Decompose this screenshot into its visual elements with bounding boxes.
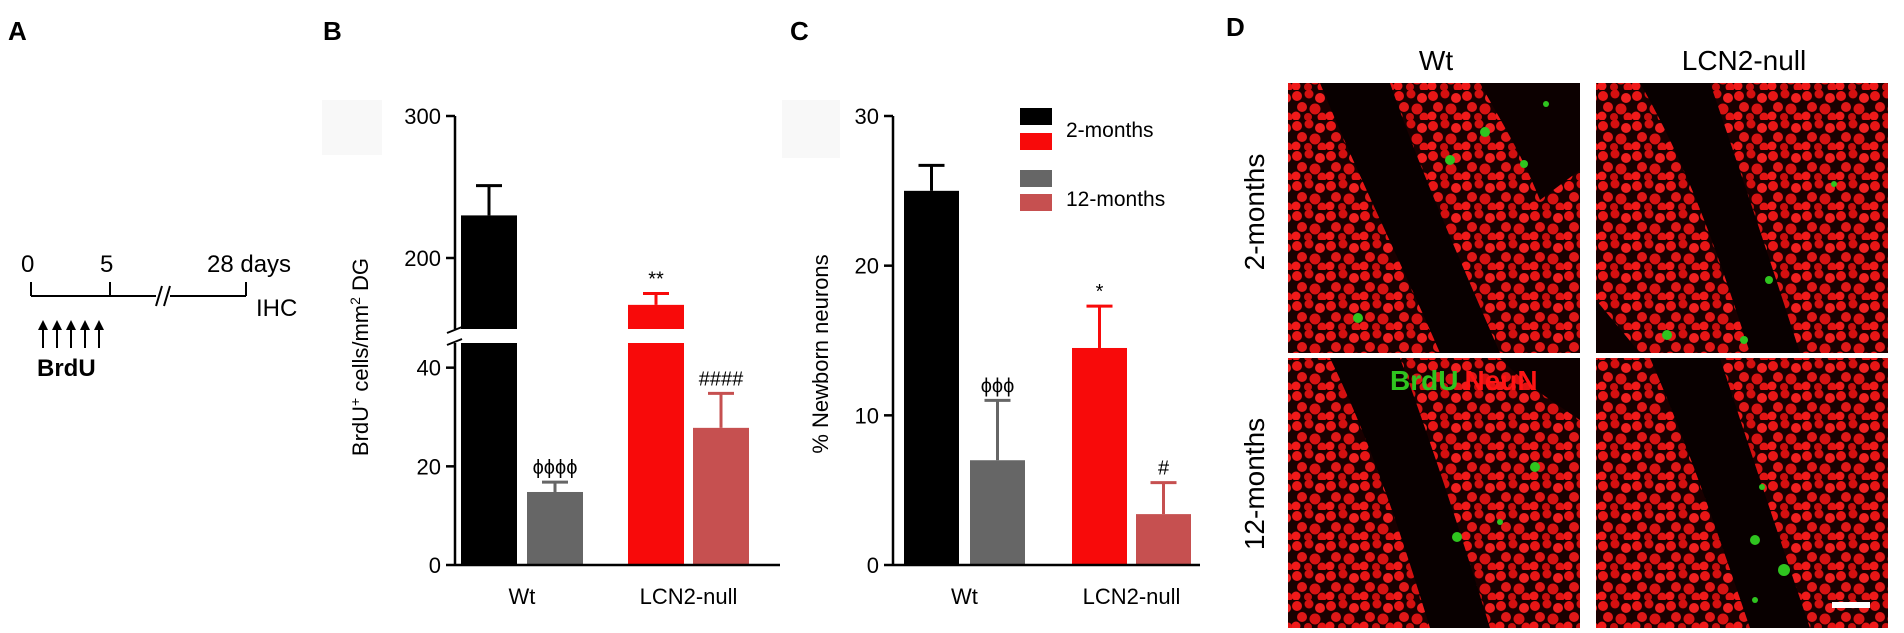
legend-label-2-months: 2-months — [1066, 119, 1154, 142]
legend-swatch-12m-lcn2 — [1020, 194, 1052, 211]
micrograph-2m-lcn2 — [1596, 83, 1888, 353]
chart-b-ylabel: BrdU+ cells/mm2 DG — [347, 258, 373, 456]
legend-swatch-12m-wt — [1020, 170, 1052, 187]
panel-b-placeholder — [322, 100, 382, 155]
stain-label: BrdU NeuN — [1390, 365, 1538, 396]
panel-letter-c: C — [790, 16, 809, 46]
x-tick-label: LCN2-null — [1083, 584, 1181, 609]
x-tick-label: Wt — [951, 584, 978, 609]
panel-b: B Wt LCN2-null ** ϕϕϕϕ #### 0 20 40 200 300 BrdU+… — [322, 16, 780, 609]
significance-label: ϕϕϕϕ — [533, 457, 578, 479]
y-tick-label: 200 — [404, 246, 441, 271]
bar — [970, 460, 1025, 565]
x-tick-label: LCN2-null — [640, 584, 738, 609]
micrograph-12m-lcn2 — [1596, 358, 1888, 628]
injection-arrow-icon — [52, 320, 62, 330]
injection-arrow-icon — [38, 320, 48, 330]
bar — [904, 190, 959, 566]
axis-break-mark — [446, 338, 463, 346]
x-tick-label: Wt — [509, 584, 536, 609]
bar — [527, 491, 583, 565]
timeline-line — [30, 282, 247, 297]
legend-swatch-2m-lcn2 — [1020, 133, 1052, 150]
bar — [461, 215, 517, 565]
timeline-break-icon — [155, 285, 171, 307]
y-tick-label: 300 — [404, 104, 441, 129]
chart-b: Wt LCN2-null ** ϕϕϕϕ #### 0 20 40 200 300 — [404, 104, 780, 609]
y-tick-label: 30 — [855, 104, 879, 129]
panel-d: D Wt LCN2-null 2-months 12-months — [1226, 12, 1888, 628]
legend-label-12-months: 12-months — [1066, 188, 1165, 211]
panel-letter-d: D — [1226, 12, 1245, 42]
injection-arrow-icon — [94, 320, 104, 330]
injection-arrow-icon — [80, 320, 90, 330]
y-tick-label: 40 — [417, 356, 441, 381]
significance-label: #### — [699, 368, 744, 390]
significance-label: * — [1096, 281, 1104, 303]
timeline-tick-5: 5 — [100, 251, 113, 278]
bar — [693, 427, 749, 565]
chart-c-legend: 2-months 12-months — [1020, 108, 1165, 211]
y-tick-label: 0 — [429, 553, 441, 578]
bar — [628, 304, 684, 565]
y-tick-label: 0 — [867, 553, 879, 578]
significance-label: # — [1158, 458, 1170, 480]
chart-c: Wt LCN2-null * ϕϕϕ #0 10 20 30 — [855, 104, 1200, 609]
panel-c: C Wt LCN2-null * ϕϕϕ #0 10 20 30 % Newborn neur… — [782, 16, 1200, 609]
micrograph-col-label-wt: Wt — [1419, 45, 1453, 76]
brdu-injection-label: BrdU — [37, 355, 96, 382]
micrograph-2m-wt — [1288, 83, 1580, 353]
panel-c-placeholder — [782, 100, 840, 158]
bar — [1136, 514, 1191, 565]
y-tick-label: 20 — [417, 454, 441, 479]
timeline-tick-28: 28 days — [207, 251, 291, 278]
scale-bar — [1832, 602, 1870, 608]
panel-letter-a: A — [8, 16, 27, 46]
bar — [1072, 347, 1127, 565]
timeline-ihc-label: IHC — [256, 295, 297, 322]
injection-arrows — [38, 320, 104, 348]
y-tick-label: 10 — [855, 403, 879, 428]
legend-swatch-2m-wt — [1020, 108, 1052, 125]
micrograph-row-label-2m: 2-months — [1239, 154, 1270, 271]
panel-a: A 0 5 28 days IHC BrdU — [8, 16, 297, 382]
micrograph-row-label-12m: 12-months — [1239, 418, 1270, 550]
axis-break-mark — [446, 326, 463, 334]
panel-letter-b: B — [323, 16, 342, 46]
timeline-tick-0: 0 — [21, 251, 34, 278]
chart-c-ylabel: % Newborn neurons — [808, 254, 833, 453]
micrograph-12m-wt — [1288, 358, 1580, 628]
y-tick-label: 20 — [855, 254, 879, 279]
axis-break-band — [440, 329, 780, 343]
micrograph-col-label-lcn2: LCN2-null — [1682, 45, 1807, 76]
injection-arrow-icon — [66, 320, 76, 330]
significance-label: ϕϕϕ — [981, 375, 1015, 397]
significance-label: ** — [648, 269, 664, 291]
